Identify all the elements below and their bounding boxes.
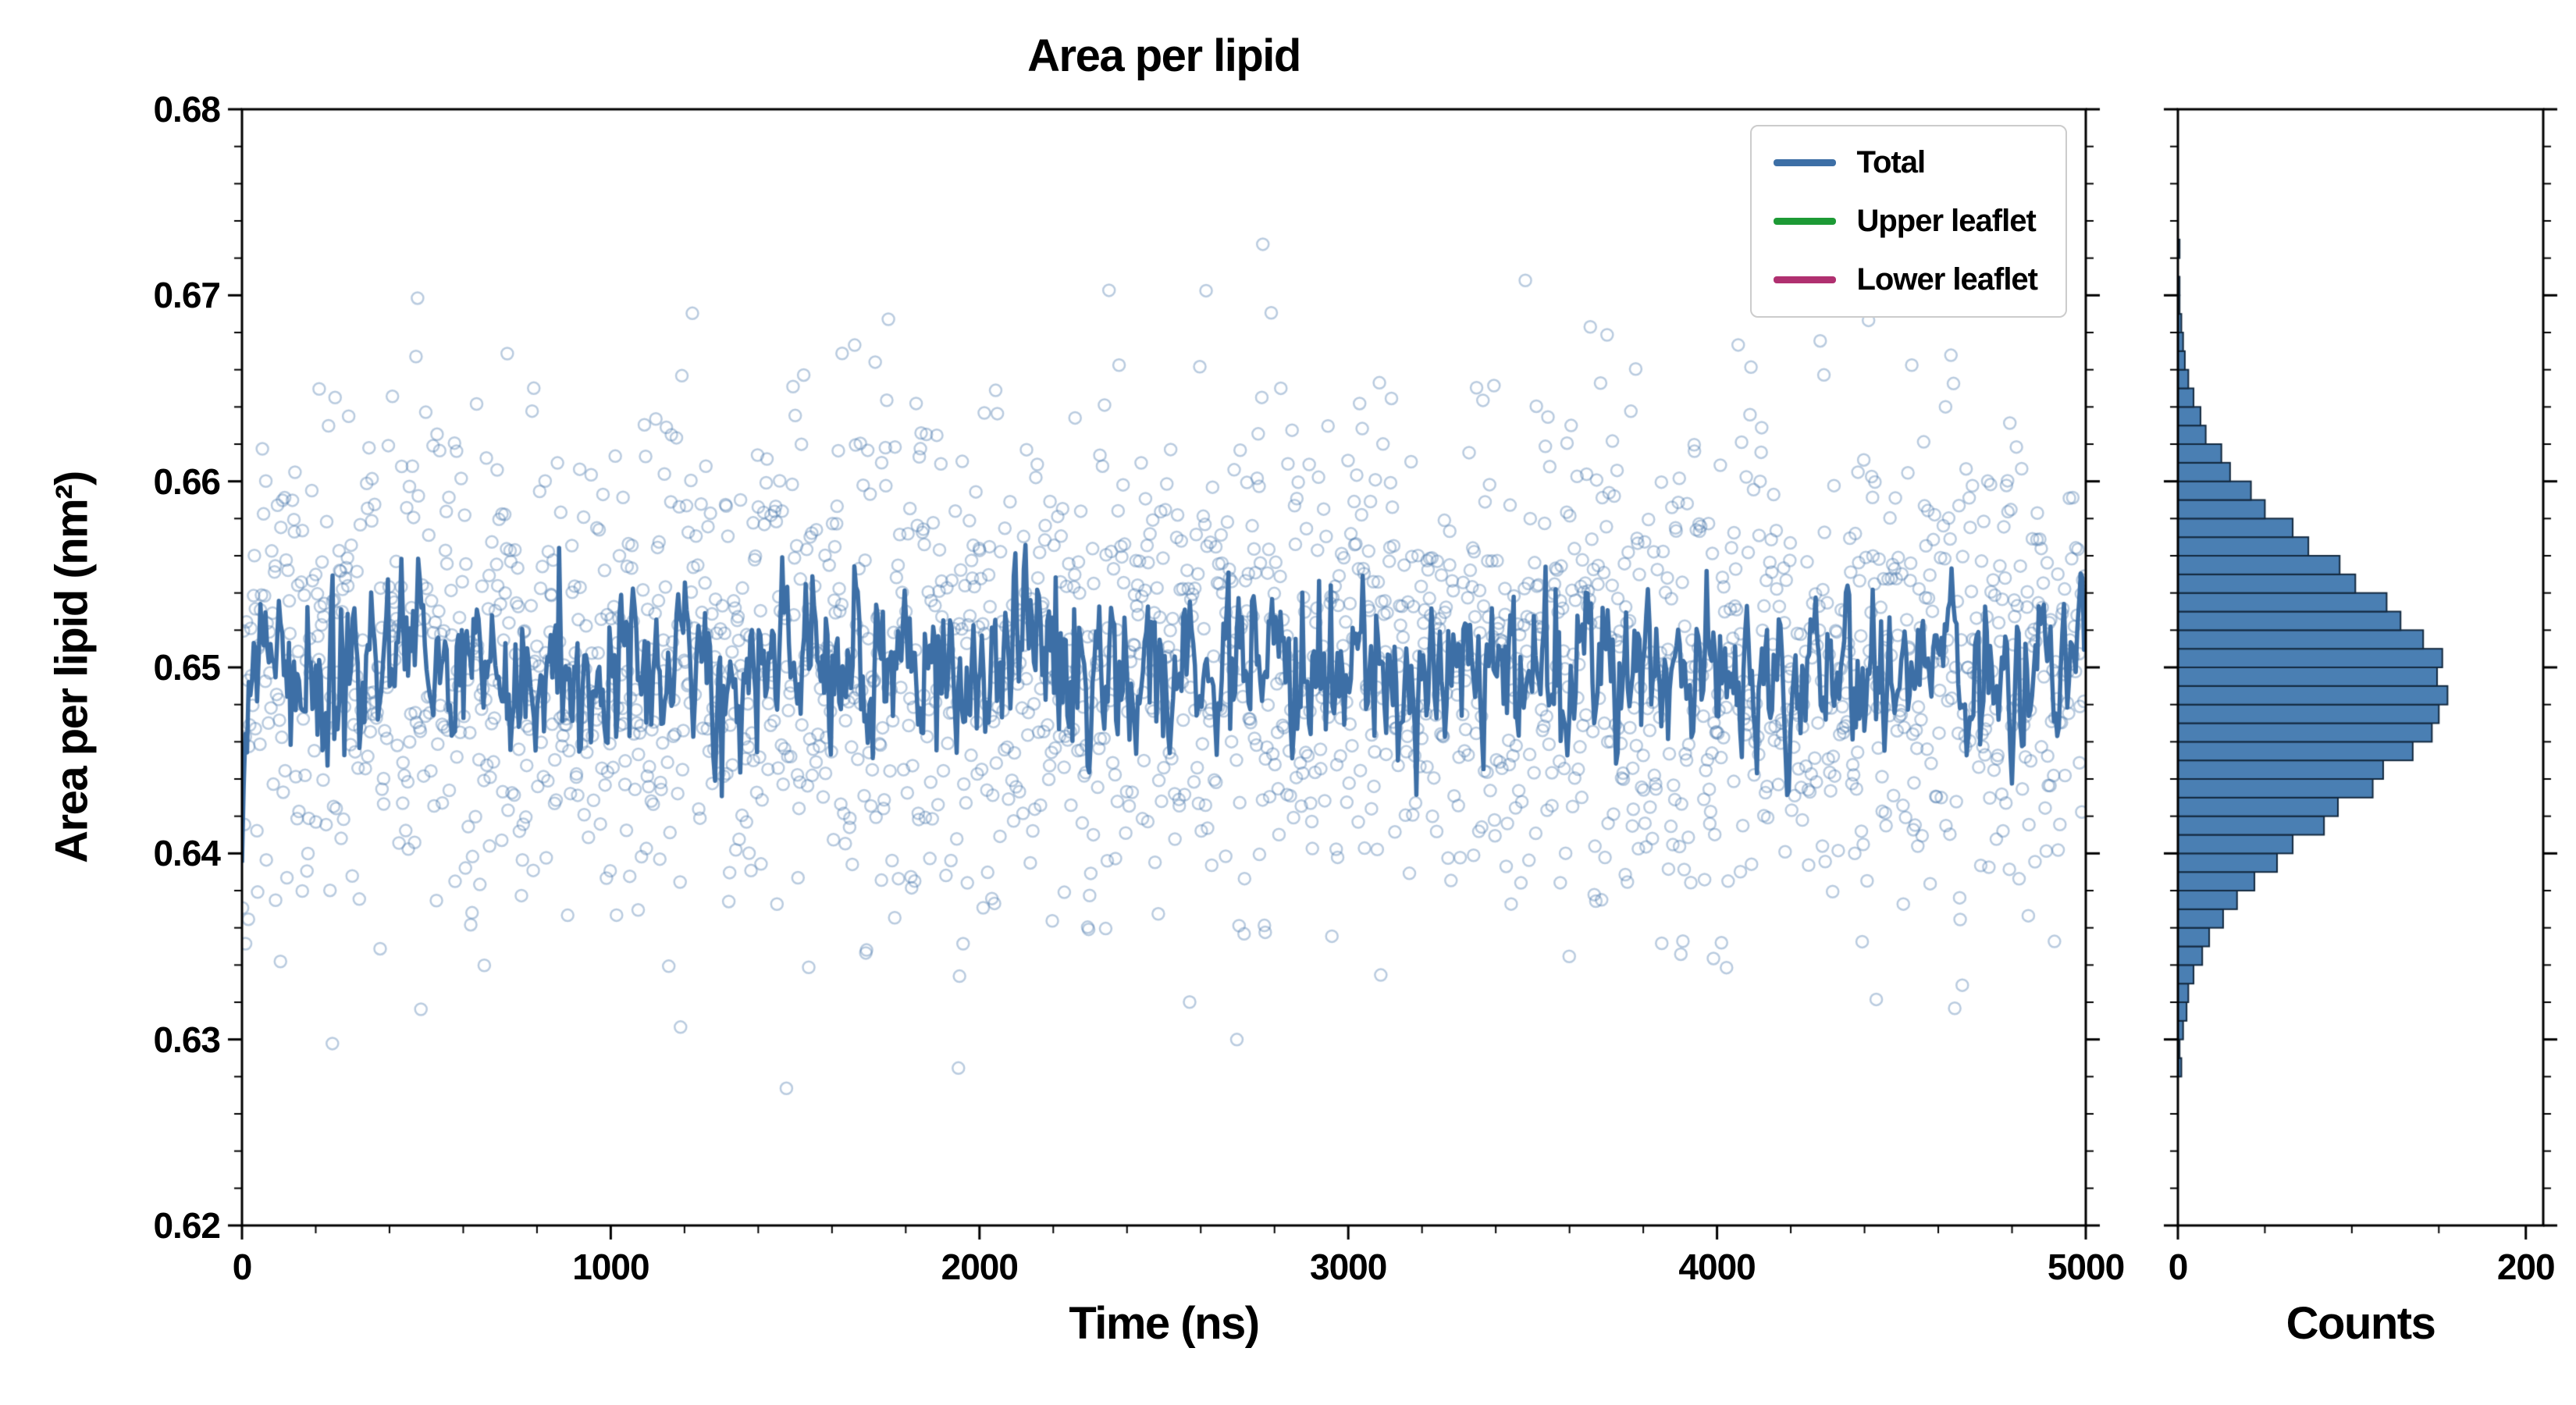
legend: Total Upper leaflet Lower leaflet	[1750, 125, 2067, 318]
y-tick-label-0.66: 0.66	[153, 461, 221, 502]
legend-label-upper-leaflet: Upper leaflet	[1856, 204, 2036, 238]
y-tick-label-0.64: 0.64	[153, 833, 221, 874]
chart-title: Area per lipid	[1027, 30, 1301, 81]
legend-item-lower-leaflet: Lower leaflet	[1774, 262, 2038, 297]
legend-swatch-total	[1774, 159, 1837, 166]
y-tick-label-0.67: 0.67	[153, 275, 221, 316]
x-tick-label-1000: 1000	[572, 1247, 649, 1287]
legend-swatch-lower-leaflet	[1774, 276, 1837, 283]
legend-label-lower-leaflet: Lower leaflet	[1856, 262, 2038, 297]
y-axis-label: Area per lipid (nm²)	[46, 471, 98, 863]
y-tick-label-0.65: 0.65	[153, 647, 221, 688]
x-tick-label-3000: 3000	[1310, 1247, 1387, 1287]
hist-x-tick-label-200: 200	[2496, 1247, 2556, 1287]
x-tick-label-2000: 2000	[941, 1247, 1019, 1287]
x-tick-label-4000: 4000	[1678, 1247, 1756, 1287]
y-tick-label-0.68: 0.68	[153, 89, 221, 130]
hist-x-tick-label-0: 0	[2168, 1247, 2189, 1287]
legend-label-total: Total	[1856, 145, 1926, 180]
x-axis-label: Time (ns)	[1069, 1298, 1260, 1349]
x-tick-label-5000: 5000	[2047, 1247, 2125, 1287]
y-tick-label-0.63: 0.63	[153, 1019, 221, 1060]
y-tick-label-0.62: 0.62	[153, 1205, 221, 1246]
hist-x-axis-label: Counts	[2286, 1298, 2436, 1349]
legend-item-total: Total	[1774, 145, 2037, 180]
legend-swatch-upper-leaflet	[1774, 218, 1837, 225]
legend-item-upper-leaflet: Upper leaflet	[1774, 204, 2037, 239]
x-tick-label-0: 0	[232, 1247, 253, 1287]
